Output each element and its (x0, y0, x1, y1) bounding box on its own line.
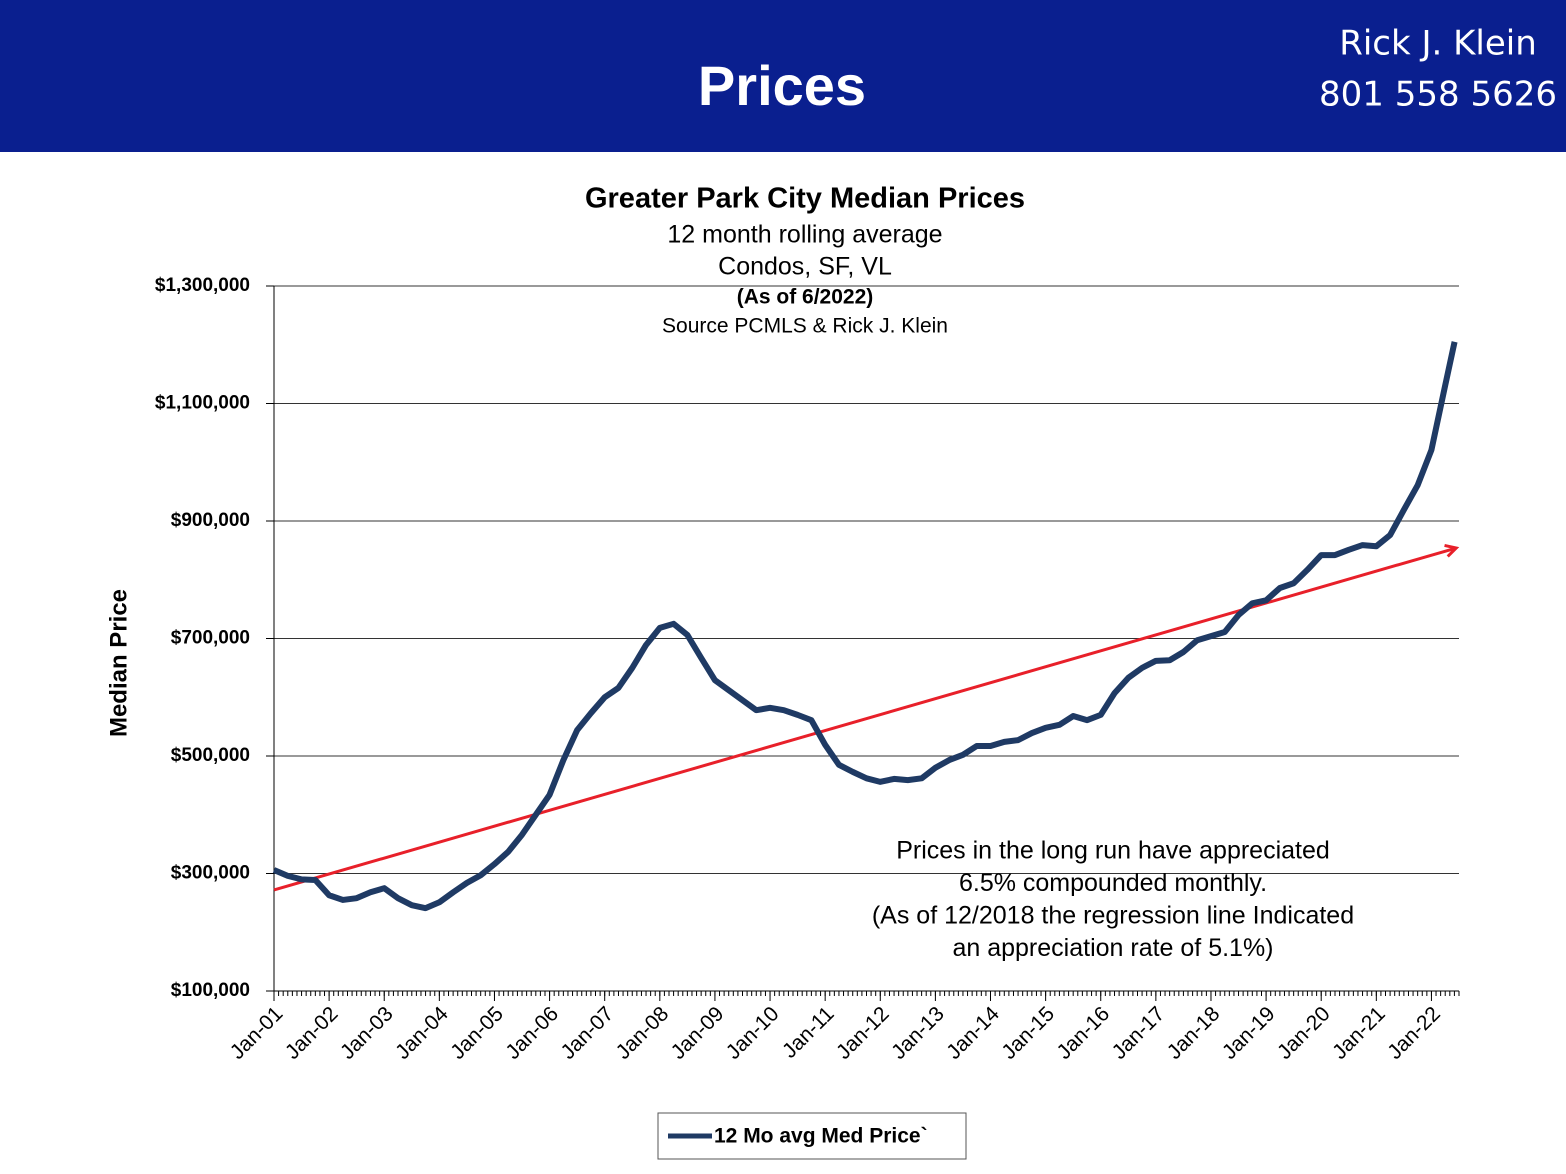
series-line (272, 341, 1458, 912)
chart-title: Greater Park City Median Prices (585, 183, 1025, 215)
x-tick-label: Jan-09 (667, 1002, 729, 1064)
annotation: an appreciation rate of 5.1%) (952, 934, 1273, 962)
y-tick-label: $1,300,000 (155, 275, 250, 296)
y-tick-label: $700,000 (171, 628, 250, 649)
x-tick-label: Jan-03 (336, 1002, 398, 1064)
slide-title: Prices (698, 54, 866, 117)
annotation: 6.5% compounded monthly. (959, 869, 1267, 897)
x-tick-label: Jan-04 (391, 1002, 453, 1064)
x-tick-label: Jan-05 (446, 1002, 508, 1064)
x-tick-label: Jan-18 (1163, 1002, 1225, 1064)
agent-name: Rick J. Klein (1339, 24, 1537, 64)
x-tick-label: Jan-10 (722, 1002, 784, 1064)
annotation: Prices in the long run have appreciated (896, 837, 1330, 865)
y-tick-label: $900,000 (171, 510, 250, 531)
x-tick-label: Jan-14 (942, 1002, 1004, 1064)
x-tick-label: Jan-07 (556, 1002, 618, 1064)
x-tick-label: Jan-12 (832, 1002, 894, 1064)
agent-phone: 801 558 5626 (1319, 75, 1557, 115)
trend-line (273, 546, 1457, 892)
legend-label: 12 Mo avg Med Price` (714, 1125, 928, 1148)
x-tick-label: Jan-08 (612, 1002, 674, 1064)
x-tick-label: Jan-19 (1218, 1002, 1280, 1064)
x-tick-label: Jan-17 (1108, 1002, 1170, 1064)
y-axis-label: Median Price (105, 589, 132, 737)
y-tick-label: $500,000 (171, 745, 250, 766)
y-tick-label: $1,100,000 (155, 393, 250, 414)
header-bar (0, 0, 1566, 152)
x-tick-label: Jan-16 (1053, 1002, 1115, 1064)
x-tick-label: Jan-06 (501, 1002, 563, 1064)
x-tick-label: Jan-11 (778, 1002, 839, 1063)
trend-arrow (1444, 543, 1460, 558)
x-tick-label: Jan-02 (281, 1002, 343, 1064)
chart-subtitle: Source PCMLS & Rick J. Klein (662, 315, 948, 338)
x-tick-label: Jan-21 (1328, 1002, 1390, 1064)
x-tick-label: Jan-15 (997, 1002, 1059, 1064)
chart-subtitle: (As of 6/2022) (737, 286, 874, 309)
chart-subtitle: Condos, SF, VL (718, 253, 892, 281)
x-tick-label: Jan-20 (1273, 1002, 1335, 1064)
y-tick-label: $300,000 (171, 863, 250, 884)
x-tick-label: Jan-13 (887, 1002, 949, 1064)
x-tick-label: Jan-01 (226, 1002, 288, 1064)
x-tick-label: Jan-22 (1383, 1002, 1445, 1064)
annotation: (As of 12/2018 the regression line Indic… (872, 902, 1354, 930)
y-tick-label: $100,000 (171, 980, 250, 1001)
chart-subtitle: 12 month rolling average (667, 221, 942, 249)
